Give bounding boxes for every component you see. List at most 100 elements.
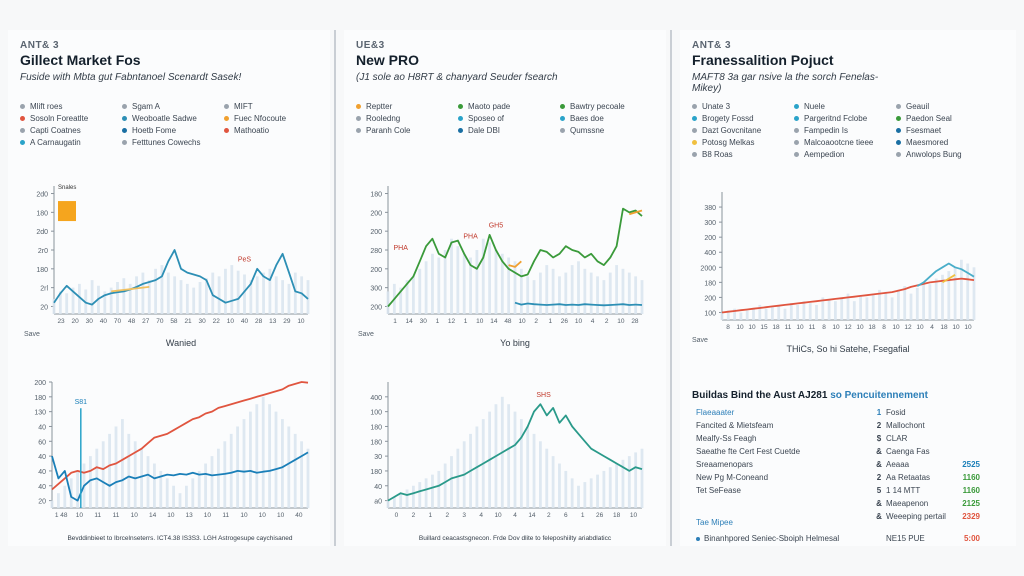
- bar: [960, 259, 963, 320]
- legend-swatch-icon: [896, 152, 901, 157]
- bar: [147, 280, 151, 314]
- legend-item: Sposeo of: [458, 114, 554, 123]
- x-tick-label: 12: [448, 318, 456, 325]
- bar: [236, 270, 240, 314]
- legend-swatch-icon: [896, 116, 901, 121]
- list-item-name: Caenga Fas: [886, 447, 930, 456]
- footer-value: 5:00: [963, 534, 980, 543]
- x-tick-label: 10: [227, 318, 235, 325]
- bar: [386, 291, 390, 314]
- bar: [777, 304, 781, 320]
- y-tick-label: 60: [38, 439, 46, 446]
- x-tick-label: 1: [429, 512, 433, 519]
- x-tick-label: 48: [504, 318, 512, 325]
- bar: [122, 278, 126, 314]
- legend-label: Unate 3: [702, 102, 731, 111]
- legend-label: Rooledng: [366, 114, 401, 123]
- legend-label: Bawtry pecoale: [570, 102, 625, 111]
- legend-item: Dale DBI: [458, 126, 554, 135]
- bar: [431, 253, 434, 314]
- legend-item: Paedon Seal: [896, 114, 992, 123]
- bar: [135, 276, 138, 314]
- x-tick-label: 40: [295, 512, 303, 519]
- legend-label: Malcoaootcne tieee: [804, 138, 874, 147]
- y-tick-label: 180: [704, 280, 716, 287]
- x-tick-label: 1: [464, 318, 468, 325]
- panel-divider-2: [670, 30, 672, 546]
- panel-tag: UE&3: [356, 40, 385, 51]
- legend-swatch-icon: [356, 128, 361, 133]
- bar: [405, 280, 409, 314]
- bar: [539, 441, 542, 508]
- x-tick-label: 15: [760, 324, 768, 331]
- inset-bar: [58, 201, 76, 222]
- bar: [878, 289, 881, 320]
- x-tick-label: 58: [170, 318, 178, 325]
- x-tick-label: 11: [113, 512, 120, 519]
- y-tick-label: 130: [34, 410, 46, 417]
- x-tick-label: 1: [436, 318, 440, 325]
- x-tick-label: 10: [748, 324, 756, 331]
- x-tick-label: 10: [167, 512, 175, 519]
- series-line: [387, 207, 643, 308]
- legend-item: Paranh Cole: [356, 126, 452, 135]
- legend-swatch-icon: [458, 128, 463, 133]
- bar: [450, 456, 453, 508]
- bar: [488, 242, 491, 314]
- x-tick-label: 18: [772, 324, 780, 331]
- legend-item: Fetttunes Cowechs: [122, 138, 218, 147]
- bar: [789, 303, 793, 320]
- legend-item: A Carnaugatin: [20, 138, 116, 147]
- y-tick-label: 300: [370, 286, 382, 293]
- legend-label: A Carnaugatin: [30, 138, 81, 147]
- x-tick-label: 11: [94, 512, 101, 519]
- x-tick-label: 40: [241, 318, 249, 325]
- bar: [262, 272, 265, 314]
- x-tick-label: 26: [596, 512, 604, 519]
- x-tick-label: 10: [964, 324, 972, 331]
- bar: [915, 288, 919, 320]
- bar: [268, 268, 272, 314]
- bar: [217, 276, 221, 314]
- bar: [532, 433, 536, 508]
- legend-label: Geauil: [906, 102, 930, 111]
- list-item: Tet SeFease 5 1 14 MTT 1160: [696, 484, 980, 497]
- list-item-name: Aeaaa: [886, 460, 910, 469]
- x-tick-label: 10: [131, 512, 139, 519]
- x-tick-label: 10: [494, 512, 502, 519]
- x-tick-label: 10: [297, 318, 305, 325]
- legend-swatch-icon: [794, 140, 799, 145]
- bar: [261, 396, 265, 508]
- x-tick-label: 2: [445, 512, 449, 519]
- y-tick-label: 200: [704, 295, 716, 302]
- bar: [884, 291, 888, 320]
- y-tick-label: 180: [36, 210, 48, 217]
- legend-label: Maesmored: [906, 138, 949, 147]
- list-item-value: 1160: [962, 473, 980, 482]
- x-tick-label: 1: [548, 318, 552, 325]
- bar: [268, 404, 272, 508]
- x-tick-label: 1: [393, 318, 397, 325]
- list-item-num: 2: [876, 421, 882, 430]
- list-item-name: Weeeping pertail: [886, 512, 946, 521]
- list-item-name: Maeapenon: [886, 499, 929, 508]
- bar: [306, 280, 310, 314]
- bar: [469, 257, 472, 314]
- legend-item: Nuele: [794, 102, 890, 111]
- legend-swatch-icon: [458, 104, 463, 109]
- legend-item: Mlift roes: [20, 102, 116, 111]
- y-tick-label: 200: [704, 235, 716, 242]
- list-item-label: Mealfy-Ss Feagh: [696, 434, 757, 443]
- legend-item: Brogety Fossd: [692, 114, 788, 123]
- y-tick-label: 200: [34, 380, 46, 387]
- bar: [897, 289, 900, 320]
- list-item-num: &: [876, 499, 882, 508]
- bar: [558, 463, 561, 508]
- panel-title: Gillect Market Fos: [20, 52, 141, 68]
- list-item: Mealfy-Ss Feagh $ CLAR: [696, 432, 980, 445]
- bar: [192, 287, 196, 314]
- y-tick-label: 40: [38, 484, 46, 491]
- bar: [475, 250, 479, 314]
- annotation: SHS: [536, 392, 551, 399]
